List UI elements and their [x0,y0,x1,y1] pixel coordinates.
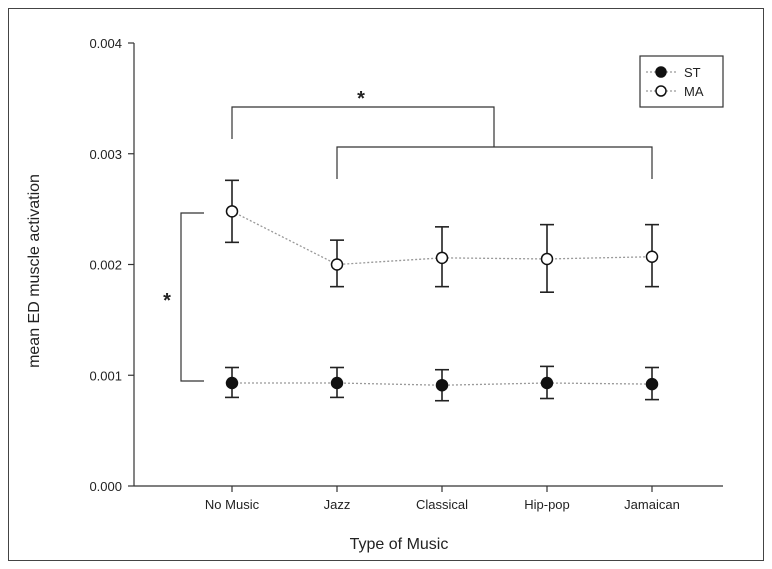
data-point [330,258,344,271]
bracket-top [231,106,495,147]
x-axis-ticks: No Music Jazz Classical Hip-pop Jamaican [205,486,680,512]
data-series [225,179,659,402]
y-tick-label: 0.002 [89,258,122,273]
legend-box [639,55,724,108]
series-st [225,365,659,402]
legend-label: ST [684,65,701,80]
data-point [540,376,554,390]
data-point [225,376,239,390]
x-tick-label: Hip-pop [524,497,570,512]
x-tick-label: Jazz [324,497,351,512]
legend-marker [655,85,667,97]
significance-star-top: * [357,88,365,110]
data-point [435,251,449,265]
data-point [645,377,659,391]
chart-frame: 0.000 0.001 0.002 0.003 0.004 No Music Jazz Cl… [8,8,764,561]
significance-star-left: * [163,290,171,312]
data-point [540,252,554,266]
x-tick-label: Jamaican [624,497,680,512]
legend-marker [655,66,667,78]
legend-label: MA [684,84,704,99]
data-point [435,378,449,392]
error-bar-chart: 0.000 0.001 0.002 0.003 0.004 No Music Jazz Cl… [26,36,724,553]
axes [133,43,723,487]
x-axis-label: Type of Music [350,536,449,553]
series-ma [225,179,659,293]
y-tick-label: 0.004 [89,36,122,51]
data-point [330,376,344,390]
bracket-left [180,212,204,382]
y-tick-label: 0.000 [89,479,122,494]
y-axis-ticks: 0.000 0.001 0.002 0.003 0.004 [89,36,134,494]
significance-brackets: ** [163,88,653,382]
x-tick-label: Classical [416,497,468,512]
y-tick-label: 0.003 [89,147,122,162]
y-tick-label: 0.001 [89,368,122,383]
legend: ST MA [639,55,724,108]
y-axis-label: mean ED muscle activation [26,174,43,368]
series-line-st [232,382,653,386]
x-tick-label: No Music [205,497,260,512]
bracket-music [336,146,653,179]
data-point [225,205,239,218]
data-point [645,250,659,263]
